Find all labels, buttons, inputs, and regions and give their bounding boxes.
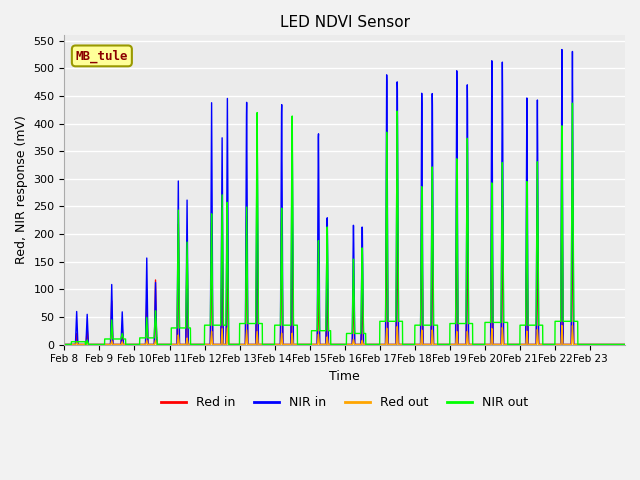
NIR out — [621, 342, 629, 348]
NIR in — [417, 342, 424, 348]
NIR out — [61, 342, 68, 348]
NIR out — [615, 342, 623, 348]
Legend: Red in, NIR in, Red out, NIR out: Red in, NIR in, Red out, NIR out — [156, 391, 533, 414]
NIR in — [615, 342, 623, 348]
Red in — [61, 342, 68, 348]
NIR out — [536, 322, 543, 328]
NIR out — [568, 100, 576, 106]
NIR out — [466, 321, 474, 326]
NIR in — [175, 299, 183, 304]
Red out — [417, 342, 424, 348]
Red out — [502, 342, 509, 348]
Line: NIR out: NIR out — [65, 103, 625, 345]
Red in — [466, 342, 474, 348]
NIR out — [502, 320, 509, 325]
Red out — [536, 342, 543, 348]
Red out — [466, 342, 474, 348]
Red in — [175, 320, 183, 326]
X-axis label: Time: Time — [330, 370, 360, 383]
Red in — [615, 342, 623, 348]
NIR in — [558, 47, 566, 52]
Line: NIR in: NIR in — [65, 49, 625, 345]
NIR in — [621, 342, 629, 348]
Title: LED NDVI Sensor: LED NDVI Sensor — [280, 15, 410, 30]
Text: MB_tule: MB_tule — [76, 49, 128, 62]
NIR in — [61, 342, 68, 348]
NIR in — [502, 342, 509, 348]
NIR out — [417, 322, 424, 328]
Red in — [621, 342, 629, 348]
Red in — [536, 342, 543, 348]
NIR out — [175, 297, 183, 303]
Red out — [621, 342, 629, 348]
Red out — [175, 341, 183, 347]
Red out — [568, 323, 576, 328]
Red in — [502, 342, 509, 348]
Red in — [417, 342, 424, 348]
NIR in — [466, 342, 474, 348]
Red in — [558, 183, 566, 189]
Y-axis label: Red, NIR response (mV): Red, NIR response (mV) — [15, 116, 28, 264]
Line: Red out: Red out — [65, 325, 625, 345]
NIR in — [536, 342, 543, 348]
Red out — [61, 342, 68, 348]
Line: Red in: Red in — [65, 186, 625, 345]
Red out — [615, 342, 623, 348]
